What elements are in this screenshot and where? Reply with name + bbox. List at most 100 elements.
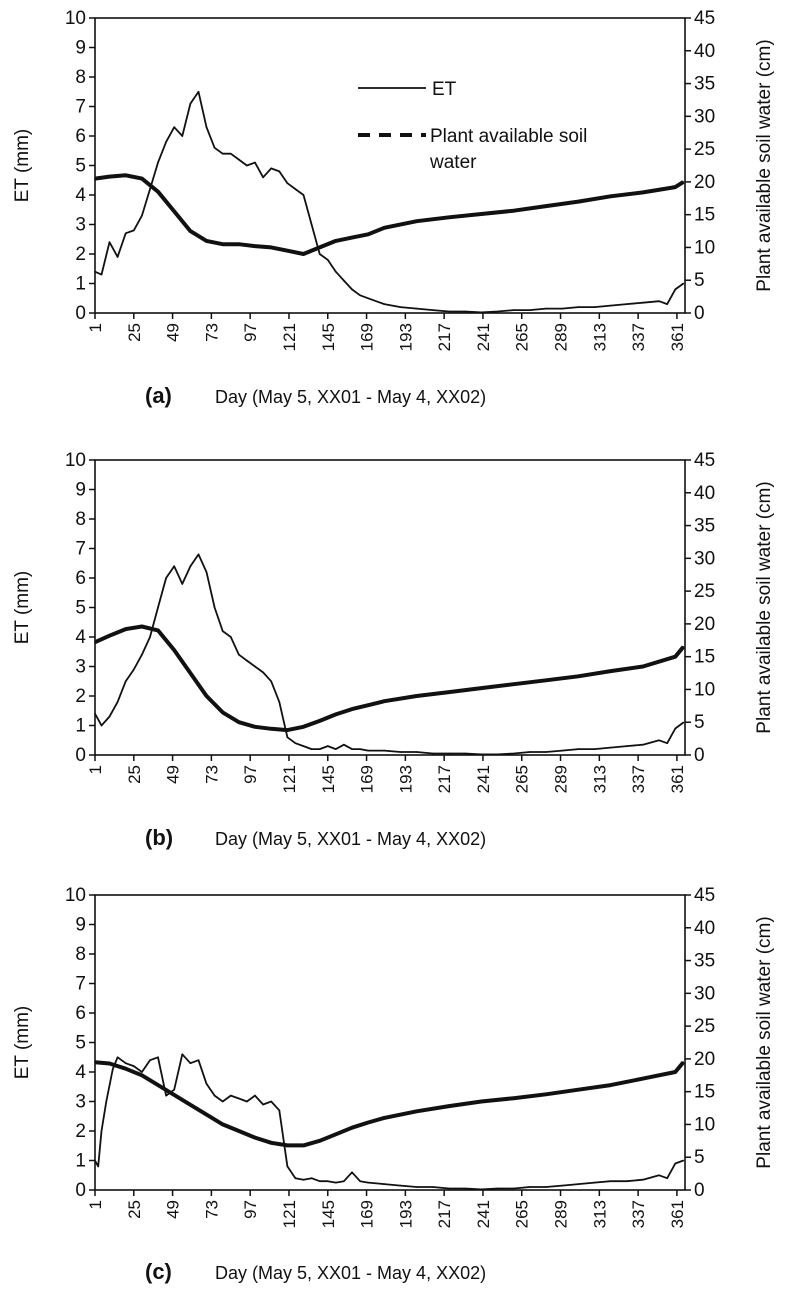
et-tick-label: 5	[75, 156, 86, 177]
et-tick-label: 9	[75, 480, 86, 501]
et-point	[246, 659, 248, 662]
soil-water-series-line	[94, 173, 685, 256]
et-point	[149, 188, 151, 190]
et-tick-label: 4	[75, 185, 86, 206]
soil-water-point	[642, 1077, 644, 1080]
soil-tick-label: 30	[694, 548, 715, 569]
et-tick-label: 10	[65, 450, 86, 471]
et-tick-label: 2	[75, 686, 86, 707]
et-point	[658, 1174, 660, 1177]
x-tick-label: 97	[241, 323, 260, 342]
et-point	[238, 653, 240, 656]
soil-water-point	[642, 191, 644, 194]
et-point	[100, 273, 103, 276]
soil-water-point	[108, 1062, 111, 1065]
et-point	[359, 1180, 361, 1182]
soil-water-point	[286, 729, 289, 731]
et-point	[105, 1100, 108, 1103]
soil-tick-label: 0	[694, 1180, 705, 1201]
et-point	[545, 751, 547, 753]
et-point	[399, 751, 402, 753]
et-point	[221, 630, 224, 632]
soil-water-point	[173, 210, 175, 213]
et-point	[609, 1180, 612, 1182]
soil-tick-label: 30	[694, 106, 715, 127]
soil-tick-label: 5	[694, 1147, 705, 1168]
et-point	[141, 653, 143, 656]
panel-label: (c)	[145, 1259, 172, 1284]
et-point	[294, 188, 297, 190]
et-point	[674, 727, 677, 730]
x-tick-label: 145	[319, 765, 338, 793]
et-point	[496, 753, 499, 756]
soil-water-point	[302, 253, 305, 255]
et-point	[529, 309, 531, 311]
et-point	[351, 748, 353, 750]
et-point	[367, 749, 370, 752]
soil-water-point	[674, 655, 677, 658]
et-point	[294, 742, 297, 744]
soil-tick-label: 15	[694, 205, 715, 226]
et-point	[609, 304, 612, 307]
et-point	[626, 745, 628, 747]
soil-water-point	[351, 1126, 353, 1129]
x-tick-label: 337	[629, 765, 648, 793]
soil-water-point	[682, 646, 685, 648]
soil-water-point	[108, 175, 111, 178]
x-tick-label: 193	[396, 765, 415, 793]
y2-axis-title: Plant available soil water (cm)	[754, 916, 775, 1168]
soil-water-point	[577, 1088, 580, 1091]
et-point	[577, 748, 580, 750]
et-point	[124, 680, 127, 683]
et-point	[173, 126, 175, 128]
soil-water-point	[480, 687, 483, 689]
et-tick-label: 3	[75, 215, 86, 236]
et-tick-label: 3	[75, 657, 86, 678]
x-tick-label: 25	[125, 323, 144, 342]
et-tick-label: 9	[75, 915, 86, 936]
plot-frame	[94, 894, 686, 1191]
soil-water-point	[141, 1074, 143, 1077]
soil-water-point	[124, 1067, 127, 1070]
x-tick-label: 97	[241, 1200, 260, 1219]
et-point	[626, 303, 628, 305]
et-point	[674, 1162, 677, 1165]
et-point	[351, 1171, 353, 1174]
et-point	[335, 1181, 337, 1184]
et-point	[343, 279, 345, 282]
et-tick-label: 4	[75, 1062, 86, 1083]
et-point	[399, 306, 402, 308]
et-point	[496, 310, 499, 313]
x-tick-label: 169	[358, 1200, 377, 1228]
et-point	[230, 636, 232, 638]
soil-water-point	[512, 683, 515, 685]
soil-water-point	[682, 1061, 685, 1063]
et-point	[141, 214, 143, 217]
et-point	[383, 303, 386, 305]
et-point	[165, 141, 167, 143]
soil-water-point	[189, 230, 192, 232]
et-point	[100, 1130, 103, 1132]
et-point	[593, 748, 596, 750]
soil-water-point	[448, 691, 450, 693]
et-tick-label: 6	[75, 1003, 86, 1024]
soil-water-point	[577, 200, 580, 203]
et-point	[165, 577, 167, 579]
et-tick-label: 0	[75, 745, 86, 766]
et-point	[173, 565, 175, 567]
et-point	[682, 282, 685, 285]
soil-water-point	[254, 1136, 256, 1139]
soil-water-point	[221, 243, 224, 245]
et-point	[205, 126, 208, 128]
et-point	[383, 749, 386, 752]
et-point	[310, 1177, 313, 1179]
et-point	[415, 751, 418, 753]
soil-water-point	[318, 720, 321, 722]
soil-water-point	[318, 1140, 321, 1142]
et-point	[577, 1183, 580, 1185]
et-point	[181, 135, 184, 137]
y-axis-title: ET (mm)	[12, 571, 33, 645]
et-point	[108, 241, 111, 243]
et-point	[278, 170, 281, 173]
